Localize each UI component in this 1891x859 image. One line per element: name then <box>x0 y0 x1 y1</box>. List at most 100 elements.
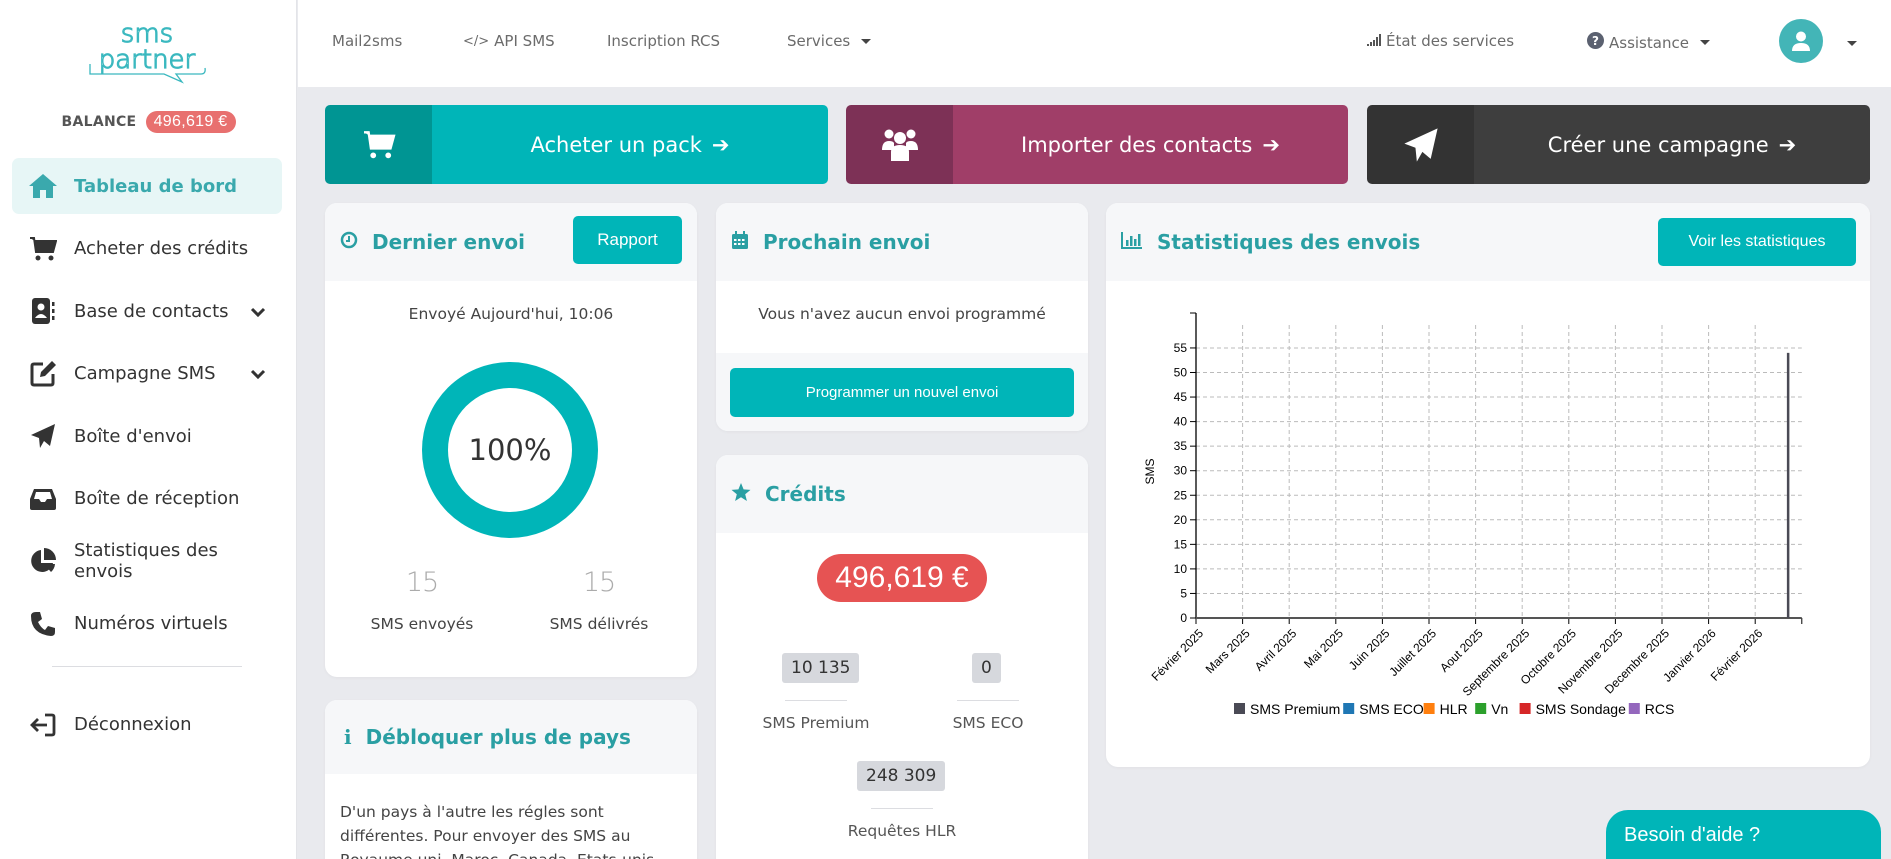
premium-credits-value: 10 135 <box>782 653 860 683</box>
user-menu-caret-icon[interactable] <box>1847 41 1857 46</box>
svg-text:Juillet 2025: Juillet 2025 <box>1386 626 1439 679</box>
sidebar-item-label: Boîte de réception <box>74 488 240 509</box>
sidebar-item-dashboard[interactable]: Tableau de bord <box>12 158 282 214</box>
stats-card: Statistiques des envois Voir les statist… <box>1106 203 1870 767</box>
nav-services-dropdown[interactable]: Services <box>787 32 872 50</box>
nav-label: Services <box>787 32 851 50</box>
question-circle-icon: ? <box>1587 32 1604 53</box>
import-contacts-button[interactable]: Importer des contacts ➔ <box>846 105 1348 184</box>
svg-text:45: 45 <box>1174 390 1188 404</box>
svg-text:Avril 2025: Avril 2025 <box>1252 626 1300 674</box>
chevron-down-icon[interactable] <box>250 363 274 384</box>
sidebar-item-statistics[interactable]: Statistiques des envois <box>12 533 282 589</box>
chevron-down-icon[interactable] <box>250 301 274 322</box>
caret-down-icon <box>861 38 872 44</box>
premium-credits-label: SMS Premium <box>762 714 870 732</box>
sidebar: sms partner BALANCE 496,619 € Tableau de… <box>0 0 297 859</box>
user-icon <box>1792 31 1810 51</box>
brand-name-line1: sms <box>121 19 173 49</box>
eco-credits-label: SMS ECO <box>952 714 1024 732</box>
inbox-icon <box>28 484 58 514</box>
svg-text:30: 30 <box>1174 464 1188 478</box>
credits-card: Crédits 496,619 € 10 135 SMS Premium 0 S… <box>716 455 1088 859</box>
card-header: Crédits <box>716 455 1088 533</box>
svg-text:25: 25 <box>1174 488 1188 502</box>
sidebar-item-label: Base de contacts <box>74 300 229 322</box>
sidebar-item-contacts[interactable]: Base de contacts <box>12 283 282 339</box>
nav-assistance-dropdown[interactable]: ? Assistance <box>1587 32 1710 53</box>
card-header: Prochain envoi <box>716 203 1088 281</box>
sidebar-item-label: Tableau de bord <box>74 175 237 197</box>
svg-text:0: 0 <box>1180 611 1187 625</box>
card-footer: Programmer un nouvel envoi <box>716 353 1088 431</box>
banner-label: Acheter un pack <box>530 132 702 157</box>
help-chat-button[interactable]: Besoin d'aide ? <box>1606 810 1881 859</box>
nav-api-sms[interactable]: </> API SMS <box>463 32 555 50</box>
sidebar-item-virtual-numbers[interactable]: Numéros virtuels <box>12 596 282 652</box>
nav-inscription-rcs[interactable]: Inscription RCS <box>607 32 720 50</box>
schedule-send-button[interactable]: Programmer un nouvel envoi <box>730 368 1074 417</box>
nav-mail2sms[interactable]: Mail2sms <box>332 32 402 50</box>
logout-icon <box>28 710 58 740</box>
divider <box>957 700 1019 701</box>
card-header: Statistiques des envois Voir les statist… <box>1106 203 1870 281</box>
divider <box>785 700 847 701</box>
sidebar-item-outbox[interactable]: Boîte d'envoi <box>12 408 282 464</box>
sidebar-item-label: Statistiques des envois <box>74 540 218 582</box>
sidebar-item-inbox[interactable]: Boîte de réception <box>12 471 282 527</box>
svg-text:Juin 2025: Juin 2025 <box>1346 626 1393 673</box>
view-stats-button[interactable]: Voir les statistiques <box>1658 218 1856 266</box>
create-campaign-button[interactable]: Créer une campagne ➔ <box>1367 105 1870 184</box>
credit-amount-badge: 496,619 € <box>817 554 987 602</box>
help-label: Besoin d'aide ? <box>1624 824 1761 846</box>
nav-label: API SMS <box>494 32 555 50</box>
arrow-right-icon: ➔ <box>1778 132 1797 157</box>
svg-text:40: 40 <box>1174 415 1188 429</box>
last-send-card: Dernier envoi Rapport Envoyé Aujourd'hui… <box>325 203 697 677</box>
sidebar-item-buy-credits[interactable]: Acheter des crédits <box>12 221 282 277</box>
bar-chart-icon <box>1121 231 1143 253</box>
next-send-card: Prochain envoi Vous n'avez aucun envoi p… <box>716 203 1088 431</box>
user-avatar[interactable] <box>1779 19 1823 63</box>
delivery-percent: 100% <box>448 388 572 512</box>
top-header: Mail2sms </> API SMS Inscription RCS Ser… <box>298 0 1891 87</box>
last-send-timestamp: Envoyé Aujourd'hui, 10:06 <box>408 305 614 323</box>
home-icon <box>28 171 58 201</box>
card-title: Crédits <box>765 482 846 506</box>
card-title: Débloquer plus de pays <box>365 725 631 749</box>
sidebar-item-label: Déconnexion <box>74 714 192 735</box>
sidebar-nav: Tableau de bord Acheter des crédits Base… <box>12 158 282 759</box>
svg-text:5: 5 <box>1180 586 1187 600</box>
svg-text:Mars 2025: Mars 2025 <box>1203 626 1253 676</box>
card-title: Statistiques des envois <box>1157 230 1421 254</box>
paper-plane-icon <box>28 421 58 451</box>
users-icon <box>846 105 953 184</box>
brand-name-line2: partner <box>99 45 196 75</box>
sidebar-item-label: Acheter des crédits <box>74 238 249 259</box>
svg-text:SMS Sondage: SMS Sondage <box>1536 701 1626 717</box>
nav-service-status[interactable]: État des services <box>1367 32 1514 50</box>
code-icon: </> <box>463 33 490 49</box>
unlock-countries-card: i Débloquer plus de pays D'un pays à l'a… <box>325 700 697 859</box>
report-button[interactable]: Rapport <box>573 216 682 264</box>
svg-text:20: 20 <box>1174 513 1188 527</box>
svg-text:?: ? <box>1592 34 1599 48</box>
sidebar-item-campaign[interactable]: Campagne SMS <box>12 346 282 402</box>
buy-pack-button[interactable]: Acheter un pack ➔ <box>325 105 828 184</box>
info-icon: i <box>344 725 352 749</box>
sent-label: SMS envoyés <box>370 615 474 633</box>
balance-badge: 496,619 € <box>145 111 236 133</box>
svg-text:RCS: RCS <box>1645 701 1675 717</box>
svg-text:55: 55 <box>1174 341 1188 355</box>
hlr-credits-label: Requêtes HLR <box>847 822 957 840</box>
brand-logo[interactable]: sms partner <box>84 16 210 84</box>
edit-icon <box>28 359 58 389</box>
pie-chart-icon <box>28 546 58 576</box>
sidebar-item-label: Campagne SMS <box>74 363 216 384</box>
sidebar-item-logout[interactable]: Déconnexion <box>12 697 282 753</box>
svg-text:10: 10 <box>1174 562 1188 576</box>
nav-label: Inscription RCS <box>607 32 721 50</box>
clock-icon <box>340 231 358 253</box>
arrow-right-icon: ➔ <box>1262 132 1280 157</box>
svg-text:15: 15 <box>1174 537 1188 551</box>
